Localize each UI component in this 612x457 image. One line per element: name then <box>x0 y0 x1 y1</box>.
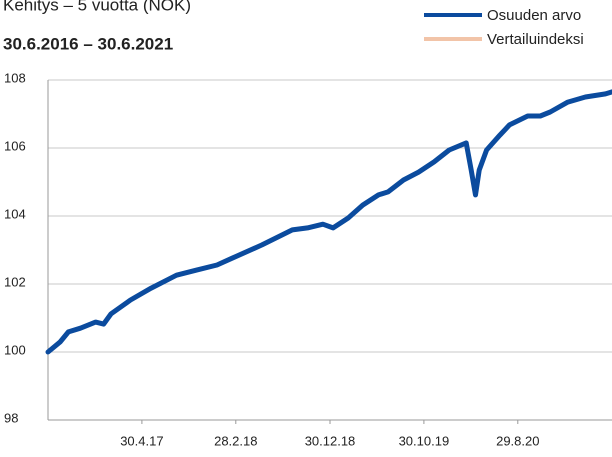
chart-subtitle: 30.6.2016 – 30.6.2021 <box>3 34 173 53</box>
legend-label: Vertailuindeksi <box>487 31 584 48</box>
y-tick-label: 102 <box>4 274 26 289</box>
y-tick-label: 108 <box>4 70 26 85</box>
y-tick-label: 104 <box>4 206 26 221</box>
series-line <box>45 89 612 355</box>
x-tick-label: 30.12.18 <box>305 433 356 448</box>
y-tick-label: 100 <box>4 342 26 357</box>
y-tick-label: 98 <box>4 410 18 425</box>
chart-title: Kehitys – 5 vuotta (NOK) <box>3 0 191 14</box>
x-tick-label: 29.8.20 <box>496 433 539 448</box>
x-tick-label: 30.10.19 <box>399 433 450 448</box>
legend-label: Osuuden arvo <box>487 7 581 24</box>
x-tick-label: 30.4.17 <box>120 433 163 448</box>
y-tick-label: 106 <box>4 138 26 153</box>
x-tick-label: 28.2.18 <box>214 433 257 448</box>
